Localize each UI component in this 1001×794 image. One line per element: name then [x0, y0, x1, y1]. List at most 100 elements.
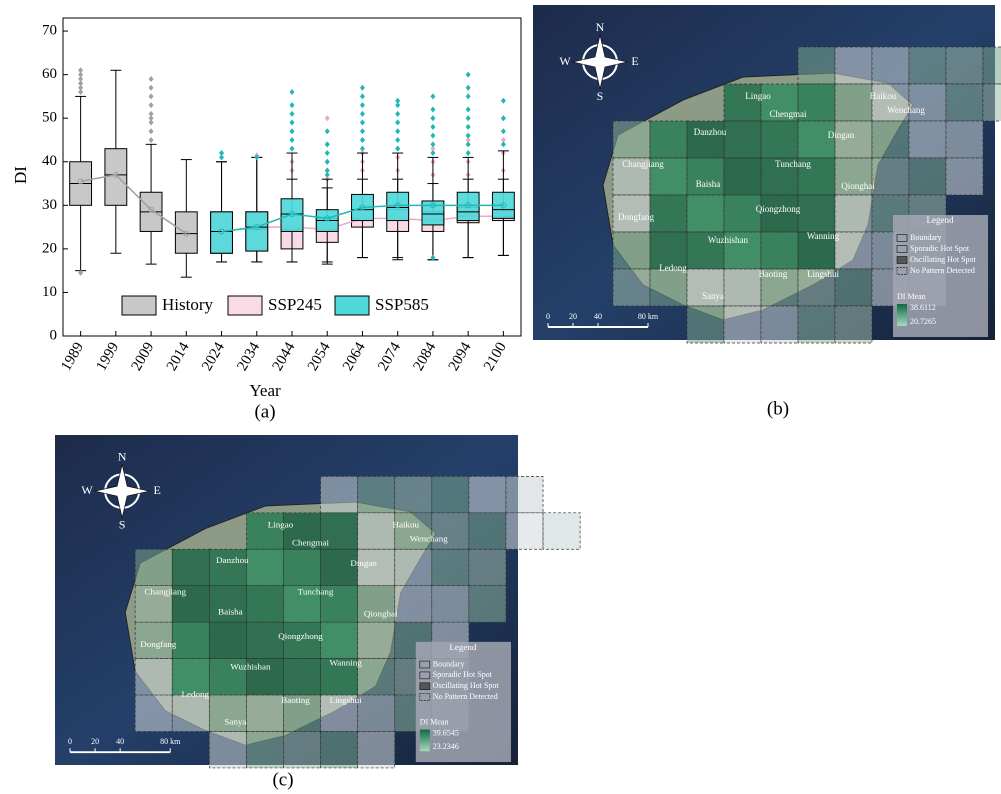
grid-cell: [613, 232, 650, 269]
grid-cell: [761, 232, 798, 269]
grid-cell: [909, 47, 946, 84]
grid-cell: [469, 513, 506, 549]
grid-cell: [469, 549, 506, 585]
x-tick-label: 2074: [375, 339, 404, 373]
grid-cell: [246, 695, 283, 731]
grid-cell: [872, 84, 909, 121]
city-label: Chengmai: [292, 537, 330, 547]
grid-cell: [650, 269, 687, 306]
legend-item: No Pattern Detected: [910, 266, 975, 275]
figure: 0102030405060701989199920092014202420342…: [0, 0, 1001, 794]
x-tick-label: 2054: [305, 339, 334, 373]
grid-cell: [395, 586, 432, 622]
grid-cell: [395, 476, 432, 512]
grid-cell: [321, 476, 358, 512]
legend-title: Legend: [927, 215, 954, 225]
grid-cell: [432, 513, 469, 549]
grid-cell: [246, 513, 283, 549]
legend-scale-title: DI Mean: [420, 718, 449, 727]
city-label: Haikou: [392, 520, 419, 530]
city-label: Qionghai: [841, 181, 875, 191]
compass-letter: E: [154, 483, 161, 497]
grid-cell: [469, 586, 506, 622]
legend-swatch: [335, 296, 369, 315]
grid-cell: [909, 121, 946, 158]
legend-item: Sporadic Hot Spot: [433, 670, 493, 679]
legend-min: 20.7265: [910, 317, 936, 326]
legend-label: SSP245: [268, 295, 322, 314]
grid-cell: [358, 622, 395, 658]
city-label: Dingan: [828, 130, 855, 140]
city-label: Qiongzhong: [278, 631, 323, 641]
y-tick-label: 20: [42, 240, 57, 256]
legend-label: SSP585: [375, 295, 429, 314]
y-tick-label: 0: [50, 327, 58, 343]
city-label: Baisha: [696, 179, 721, 189]
grid-cell: [283, 549, 320, 585]
scale-label: 0: [68, 737, 72, 746]
grid-cell: [909, 158, 946, 195]
grid-cell: [135, 549, 172, 585]
grid-cell: [358, 476, 395, 512]
grid-cell: [321, 732, 358, 768]
scale-label: 20: [91, 737, 99, 746]
grid-cell: [724, 84, 761, 121]
city-label: Chengmai: [770, 109, 807, 119]
grid-cell: [469, 476, 506, 512]
grid-cell: [724, 158, 761, 195]
x-tick-label: 2094: [446, 339, 475, 373]
city-label: Baoting: [281, 695, 310, 705]
city-label: Wenchang: [410, 534, 448, 544]
scale-label: 20: [569, 312, 577, 321]
y-tick-label: 10: [42, 284, 57, 300]
grid-cell: [724, 121, 761, 158]
grid-cell: [506, 476, 543, 512]
grid-cell: [283, 659, 320, 695]
legend-item: Boundary: [433, 659, 465, 668]
city-label: Baisha: [218, 606, 243, 616]
grid-cell: [432, 549, 469, 585]
map: LingaoChengmaiHaikouWenchangDanzhouDinga…: [533, 5, 1001, 343]
scale-label: 40: [594, 312, 602, 321]
scale-label: 40: [116, 737, 124, 746]
grid-cell: [724, 269, 761, 306]
city-label: Wenchang: [887, 105, 925, 115]
legend-title: Legend: [449, 642, 477, 652]
compass-letter: N: [596, 20, 605, 34]
legend-ramp: [420, 730, 430, 752]
x-tick-label: 1989: [58, 340, 87, 374]
x-tick-label: 2064: [340, 339, 369, 373]
grid-cell: [432, 586, 469, 622]
y-axis-label: DI: [11, 166, 30, 184]
city-label: Qionghai: [364, 608, 398, 618]
grid-cell: [798, 195, 835, 232]
grid-cell: [172, 695, 209, 731]
grid-cell: [613, 269, 650, 306]
grid-cell: [246, 732, 283, 768]
city-label: Haikou: [870, 91, 897, 101]
city-label: Dongfang: [140, 639, 177, 649]
city-label: Changjiang: [144, 587, 186, 597]
city-label: Ledong: [182, 689, 210, 699]
y-tick-label: 60: [42, 66, 57, 82]
grid-cell: [358, 732, 395, 768]
grid-cell: [172, 622, 209, 658]
city-label: Lingshui: [807, 269, 840, 279]
scale-label: 80 km: [160, 737, 181, 746]
scale-label: 80 km: [638, 312, 659, 321]
grid-cell: [798, 47, 835, 84]
city-label: Wuzhishan: [230, 662, 271, 672]
grid-cell: [835, 84, 872, 121]
legend-ramp: [897, 304, 907, 326]
box: [422, 201, 444, 225]
city-label: Lingao: [745, 91, 771, 101]
grid-cell: [761, 306, 798, 343]
compass-letter: W: [81, 483, 93, 497]
city-label: Wanning: [807, 231, 840, 241]
city-label: Changjiang: [622, 159, 664, 169]
box: [211, 212, 233, 253]
legend-max: 39.6545: [433, 728, 459, 737]
legend-max: 38.6112: [910, 303, 936, 312]
grid-cell: [395, 513, 432, 549]
